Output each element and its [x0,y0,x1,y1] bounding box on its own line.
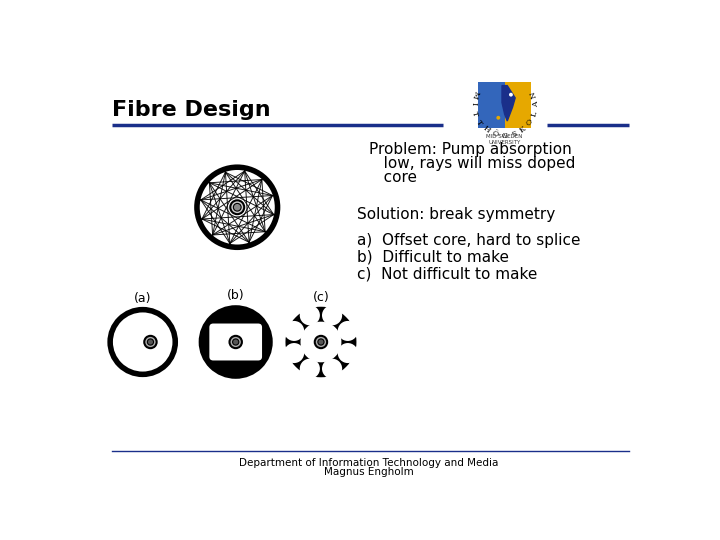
Text: Ö: Ö [491,129,499,139]
Text: G: G [502,132,508,140]
Circle shape [322,305,342,325]
Circle shape [284,321,304,341]
Circle shape [233,339,239,345]
Circle shape [509,93,513,97]
Text: H: H [481,124,491,135]
Circle shape [300,305,320,325]
Text: Department of Information Technology and Media: Department of Information Technology and… [239,457,499,468]
Circle shape [233,204,241,211]
Circle shape [338,321,358,341]
Text: low, rays will miss doped: low, rays will miss doped [369,156,575,171]
Circle shape [148,339,153,345]
Text: (c): (c) [312,291,329,304]
Text: K: K [518,125,528,134]
Text: T: T [470,110,480,117]
Text: c)  Not difficult to make: c) Not difficult to make [357,267,538,281]
Text: I: I [469,102,477,105]
Circle shape [496,116,500,120]
Text: a)  Offset core, hard to splice: a) Offset core, hard to splice [357,233,581,248]
Circle shape [287,308,355,376]
Circle shape [300,359,320,379]
Circle shape [200,307,271,377]
Text: Magnus Engholm: Magnus Engholm [324,467,414,477]
Text: N: N [529,90,539,99]
Circle shape [230,200,244,214]
Text: S: S [510,130,518,139]
Bar [505,82,531,128]
Circle shape [144,336,157,348]
Text: A: A [531,101,540,107]
Text: core: core [369,170,417,185]
Circle shape [318,339,324,345]
Text: L: L [530,110,539,117]
Circle shape [197,167,277,247]
Circle shape [110,309,175,374]
FancyBboxPatch shape [210,323,262,361]
Circle shape [322,359,342,379]
Bar [478,82,531,128]
Circle shape [284,343,304,363]
Circle shape [315,336,327,348]
Text: Solution: break symmetry: Solution: break symmetry [357,207,556,222]
Text: MID SWEDEN
UNIVERSITY: MID SWEDEN UNIVERSITY [487,134,523,145]
Text: (a): (a) [134,292,151,306]
Text: Fibre Design: Fibre Design [112,100,270,120]
Circle shape [230,336,242,348]
Text: (b): (b) [227,289,245,302]
Text: M: M [470,89,480,99]
Text: T: T [474,118,484,127]
Circle shape [338,343,358,363]
Text: O: O [525,118,535,127]
Circle shape [300,322,341,362]
Text: Problem: Pump absorption: Problem: Pump absorption [369,142,572,157]
Polygon shape [502,85,516,121]
Text: b)  Difficult to make: b) Difficult to make [357,249,509,265]
